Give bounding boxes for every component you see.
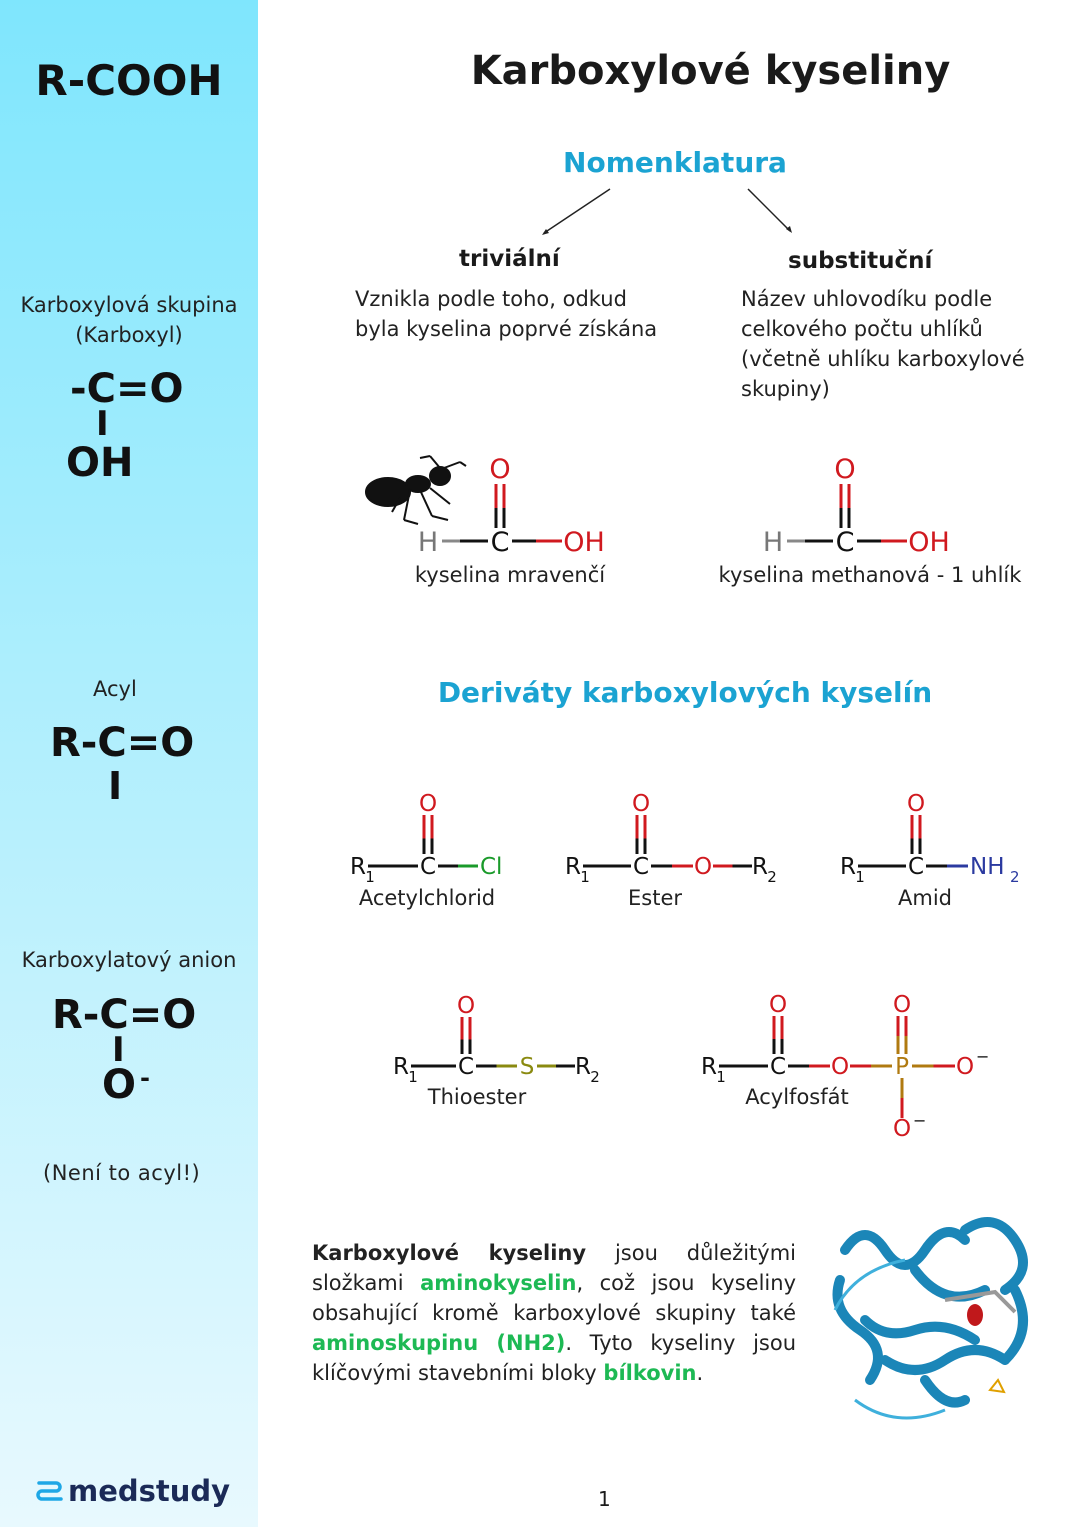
acyl-formula: R-C=O — [50, 720, 195, 766]
atom-label: 1 — [365, 868, 375, 886]
atom-label: 1 — [408, 1068, 418, 1086]
branch-arrows — [542, 188, 792, 235]
anion-formula-bond: I — [112, 1030, 125, 1070]
highlight-term: aminoskupinu (NH2) — [312, 1331, 566, 1355]
anion-note: (Není to acyl!) — [43, 1161, 201, 1185]
atom-oh: OH — [563, 527, 605, 558]
atom-c: C — [491, 527, 510, 558]
derivative-label: Thioester — [427, 1085, 527, 1109]
carboxyl-label-2: (Karboxyl) — [75, 323, 183, 347]
atom-label: 1 — [716, 1068, 726, 1086]
substitution-heading: substituční — [788, 248, 933, 274]
page-title: Karboxylové kyseliny — [470, 48, 951, 94]
atom-oh: OH — [908, 527, 950, 558]
text: . Tyto kyseliny jsou klíčovými stavebním… — [312, 1331, 796, 1385]
atom-label: O — [893, 992, 911, 1018]
atom-h: H — [418, 527, 438, 558]
atom-label: O — [457, 993, 475, 1019]
methanoic-caption: kyselina methanová - 1 uhlík — [718, 563, 1022, 587]
atom-label: C — [770, 1054, 786, 1080]
highlight-term: aminokyselin — [420, 1271, 577, 1295]
formic-acid-structure: O C H OH — [418, 454, 605, 558]
atom-label: C — [458, 1054, 474, 1080]
text: jsou důležitými složkami — [312, 1241, 796, 1295]
atom-label: R — [350, 854, 366, 880]
atom-label: Cl — [480, 854, 502, 880]
atom-label: O — [831, 1054, 849, 1080]
atom-label: NH — [970, 854, 1005, 880]
substitution-text-line: (včetně uhlíku karboxylové — [741, 347, 1025, 371]
anion-formula-charge: - — [140, 1064, 150, 1092]
atom-label: C — [633, 854, 649, 880]
anion-label: Karboxylatový anion — [21, 948, 237, 972]
anion-formula-oxygen: O — [102, 1062, 137, 1108]
atom-label: 2 — [1010, 868, 1020, 886]
derivative-label: Acetylchlorid — [358, 886, 496, 910]
atom-label: C — [420, 854, 436, 880]
atom-label: O — [907, 791, 925, 817]
substitution-text-line: celkového počtu uhlíků — [741, 317, 983, 341]
carboxyl-label: Karboxylová skupina — [20, 293, 238, 317]
atom-label: R — [752, 854, 768, 880]
substitution-text-line: Název uhlovodíku podle — [741, 287, 993, 311]
medstudy-logo: medstudy — [36, 1474, 230, 1508]
carboxyl-formula-line1: -C=O — [70, 366, 184, 412]
atom-h: H — [763, 527, 783, 558]
highlight-term: bílkovin — [603, 1361, 697, 1385]
atom-o: O — [489, 454, 510, 485]
carboxyl-formula-line3: OH — [66, 440, 134, 486]
bold-term: Karboxylové kyseliny — [312, 1241, 587, 1265]
atom-label: 1 — [580, 868, 590, 886]
formula-title: R-COOH — [35, 56, 223, 105]
atom-label: O — [694, 854, 712, 880]
formic-caption: kyselina mravenčí — [414, 563, 606, 587]
atom-label: R — [701, 1054, 717, 1080]
substitution-text-line: skupiny) — [741, 377, 830, 401]
acyl-formula-bond: I — [108, 764, 123, 808]
logo-text: medstudy — [68, 1474, 231, 1508]
atom-label: O — [893, 1116, 911, 1142]
derivatives-heading: Deriváty karboxylových kyselín — [437, 676, 933, 709]
trivial-text-line: Vznikla podle toho, odkud — [355, 287, 627, 311]
atom-label: C — [908, 854, 924, 880]
methanoic-acid-structure: O C H OH — [763, 454, 950, 558]
atom-label: R — [840, 854, 856, 880]
atom-label: P — [895, 1054, 909, 1080]
atom-label: R — [393, 1054, 409, 1080]
page-number: 1 — [598, 1487, 611, 1511]
derivative-label: Acylfosfát — [745, 1085, 849, 1109]
derivative-label: Ester — [628, 886, 682, 910]
atom-label: − — [976, 1047, 989, 1066]
text: , což jsou kyseliny obsahující kromě kar… — [312, 1271, 796, 1325]
atom-label: O — [956, 1054, 974, 1080]
atom-label: 1 — [855, 868, 865, 886]
atom-label: 2 — [590, 1068, 600, 1086]
derivative-label: Amid — [898, 886, 952, 910]
summary-paragraph: Karboxylové kyseliny jsou důležitými slo… — [312, 1238, 796, 1388]
trivial-text: Vznikla podle toho, odkud byla kyselina … — [355, 284, 657, 344]
substitution-text: Název uhlovodíku podle celkového počtu u… — [741, 284, 1025, 404]
atom-label: S — [520, 1054, 535, 1080]
atom-label: O — [419, 791, 437, 817]
protein-structure-image — [832, 1217, 1028, 1420]
anion-formula: R-C=O — [52, 992, 197, 1038]
acyl-label: Acyl — [93, 677, 137, 701]
atom-o: O — [834, 454, 855, 485]
sidebar — [0, 0, 258, 1527]
carboxyl-formula-bond: I — [96, 404, 109, 444]
nomenclature-heading: Nomenklatura — [563, 146, 787, 179]
atom-label: − — [913, 1111, 926, 1130]
atom-label: 2 — [767, 868, 777, 886]
atom-label: R — [575, 1054, 591, 1080]
atom-label: O — [769, 992, 787, 1018]
trivial-text-line: byla kyselina poprvé získána — [355, 317, 658, 341]
ant-icon — [365, 455, 467, 525]
trivial-heading: triviální — [459, 246, 560, 272]
atom-c: C — [836, 527, 855, 558]
atom-label: R — [565, 854, 581, 880]
medstudy-logo-icon — [36, 1481, 63, 1501]
text: . — [696, 1361, 704, 1385]
atom-label: O — [632, 791, 650, 817]
